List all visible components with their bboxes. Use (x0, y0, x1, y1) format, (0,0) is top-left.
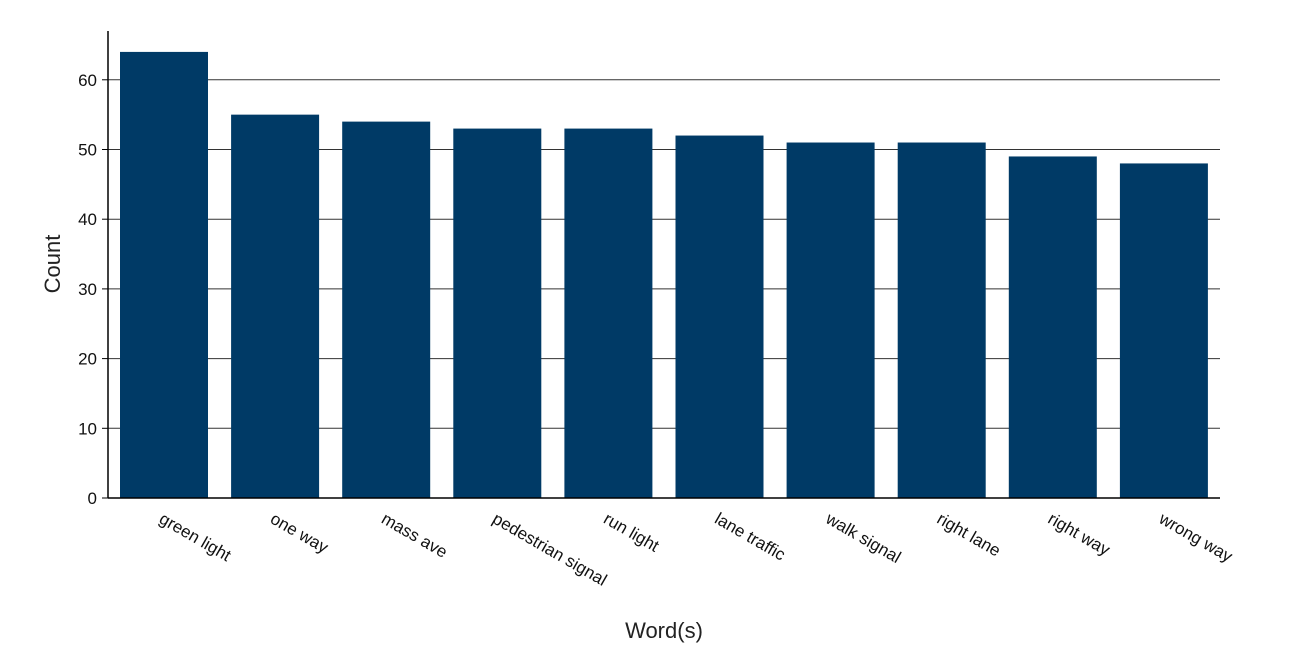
bars (120, 51, 1208, 499)
x-tick-label: right way (1045, 509, 1114, 560)
y-tick-label: 60 (78, 71, 97, 90)
bar (675, 135, 764, 498)
y-axis-title: Count (40, 235, 65, 294)
x-tick-label: one way (267, 509, 332, 557)
bar (342, 121, 431, 498)
bar (897, 142, 986, 498)
x-tick-labels: green light one way mass ave pedestrian sig… (156, 509, 1236, 590)
axes (107, 31, 1220, 499)
x-tick-label: mass ave (378, 509, 451, 562)
y-tick-label: 50 (78, 140, 97, 159)
y-tick-labels: 0 10 20 30 40 50 60 (78, 71, 108, 508)
y-tick-label: 0 (88, 489, 97, 508)
y-tick-label: 10 (78, 419, 97, 438)
x-tick-label: run light (600, 509, 662, 556)
y-tick-label: 20 (78, 350, 97, 369)
bar (1008, 156, 1097, 498)
bar (1119, 163, 1208, 498)
x-axis-title: Word(s) (625, 618, 703, 643)
x-tick-label: walk signal (822, 509, 904, 568)
x-tick-label: green light (156, 509, 234, 565)
bar (231, 114, 320, 499)
bar (453, 128, 542, 498)
bar (564, 128, 653, 498)
y-tick-label: 30 (78, 280, 97, 299)
x-tick-label: lane traffic (712, 509, 790, 565)
y-tick-label: 40 (78, 210, 97, 229)
x-tick-label: pedestrian signal (489, 509, 610, 590)
x-tick-label: right lane (934, 509, 1004, 560)
x-tick-label: wrong way (1155, 509, 1236, 567)
bar (120, 51, 208, 498)
bar (786, 142, 875, 498)
